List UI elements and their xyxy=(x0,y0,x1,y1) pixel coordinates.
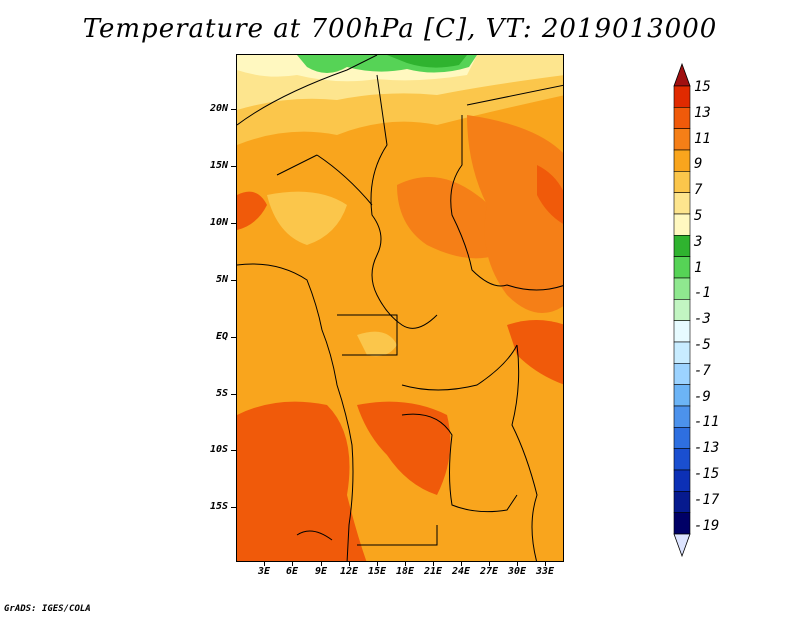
colorbar-segment xyxy=(673,469,691,492)
lon-label: 18E xyxy=(395,566,415,577)
lat-tick xyxy=(231,166,236,167)
colorbar-label: 9 xyxy=(694,156,703,173)
lon-tick xyxy=(264,562,265,566)
lon-tick xyxy=(517,562,518,566)
colorbar-top-arrow xyxy=(673,62,691,87)
lat-label: 10N xyxy=(209,217,228,228)
colorbar-segment xyxy=(673,320,691,343)
lon-label: 30E xyxy=(507,566,527,577)
colorbar-segment xyxy=(673,491,691,513)
field-patch-11-w xyxy=(237,191,267,230)
colorbar xyxy=(673,62,691,558)
lat-label: 15N xyxy=(209,160,228,171)
lat-tick xyxy=(231,280,236,281)
lat-tick xyxy=(231,337,236,338)
colorbar-segment xyxy=(673,128,691,151)
credit-text: GrADS: IGES/COLA xyxy=(4,604,91,614)
colorbar-label: -11 xyxy=(694,414,720,431)
lat-tick xyxy=(231,109,236,110)
colorbar-label: -15 xyxy=(694,466,720,482)
colorbar-label: -19 xyxy=(694,517,720,534)
colorbar-label: 7 xyxy=(694,182,703,199)
colorbar-segment xyxy=(673,85,691,108)
colorbar-label: 1 xyxy=(694,259,703,276)
temperature-map xyxy=(236,54,564,562)
lon-label: 33E xyxy=(535,566,555,577)
colorbar-label: 15 xyxy=(694,79,711,95)
lat-label: 5N xyxy=(215,274,228,285)
colorbar-label: -7 xyxy=(694,362,711,379)
colorbar-label: -17 xyxy=(694,491,720,508)
colorbar-label: -1 xyxy=(694,285,711,302)
lat-label: 15S xyxy=(209,501,228,512)
colorbar-bottom-arrow xyxy=(673,533,691,558)
country-borders xyxy=(237,55,563,561)
colorbar-segment xyxy=(673,448,691,471)
lon-label: 24E xyxy=(451,566,471,577)
field-patch-9 xyxy=(397,177,500,259)
field-patch-11-e xyxy=(507,320,563,385)
lat-label: 5S xyxy=(215,388,228,399)
colorbar-segment xyxy=(673,277,691,300)
colorbar-segment xyxy=(673,107,691,129)
lon-label: 27E xyxy=(479,566,499,577)
lon-label: 9E xyxy=(314,566,328,577)
colorbar-segment xyxy=(673,405,691,428)
lon-label: 6E xyxy=(285,566,299,577)
colorbar-label: 11 xyxy=(694,130,711,147)
colorbar-segment xyxy=(673,299,691,321)
lon-label: 15E xyxy=(367,566,387,577)
colorbar-label: -5 xyxy=(694,337,711,353)
colorbar-segment xyxy=(673,213,691,236)
lat-label: 10S xyxy=(209,444,228,455)
colorbar-segment xyxy=(673,149,691,172)
colorbar-segment xyxy=(673,512,691,535)
lat-tick xyxy=(231,223,236,224)
lon-tick xyxy=(321,562,322,566)
colorbar-segment xyxy=(673,384,691,407)
lat-label: EQ xyxy=(215,331,228,342)
field-band-1-dark xyxy=(387,55,467,68)
lon-tick xyxy=(461,562,462,566)
field-patch-7b xyxy=(357,331,397,357)
field-patch-11-c xyxy=(357,401,451,495)
chart-title: Temperature at 700hPa [C], VT: 201901300… xyxy=(82,14,718,44)
lon-tick xyxy=(377,562,378,566)
colorbar-label: 5 xyxy=(694,208,703,224)
lon-label: 12E xyxy=(339,566,359,577)
map-canvas xyxy=(237,55,563,561)
field-patch-11-sw xyxy=(237,401,367,561)
colorbar-label: -13 xyxy=(694,440,720,457)
colorbar-segment xyxy=(673,363,691,385)
lat-tick xyxy=(231,507,236,508)
lon-tick xyxy=(545,562,546,566)
colorbar-label: -9 xyxy=(694,388,711,405)
field-patch-11-ne xyxy=(537,165,563,224)
lon-tick xyxy=(349,562,350,566)
lon-tick xyxy=(405,562,406,566)
colorbar-label: 3 xyxy=(694,233,703,250)
colorbar-segment xyxy=(673,341,691,364)
colorbar-label: 13 xyxy=(694,104,711,121)
colorbar-label: -3 xyxy=(694,311,711,328)
lat-tick xyxy=(231,394,236,395)
colorbar-segment xyxy=(673,256,691,279)
lon-tick xyxy=(292,562,293,566)
colorbar-segment xyxy=(673,427,691,449)
lat-tick xyxy=(231,450,236,451)
colorbar-segment xyxy=(673,192,691,215)
lon-label: 21E xyxy=(423,566,443,577)
field-patch-9b xyxy=(467,115,563,313)
lon-tick xyxy=(489,562,490,566)
lon-label: 3E xyxy=(257,566,271,577)
lat-label: 20N xyxy=(209,103,228,114)
colorbar-segment xyxy=(673,171,691,193)
field-patch-7a xyxy=(267,191,347,245)
colorbar-segment xyxy=(673,235,691,257)
lon-tick xyxy=(433,562,434,566)
